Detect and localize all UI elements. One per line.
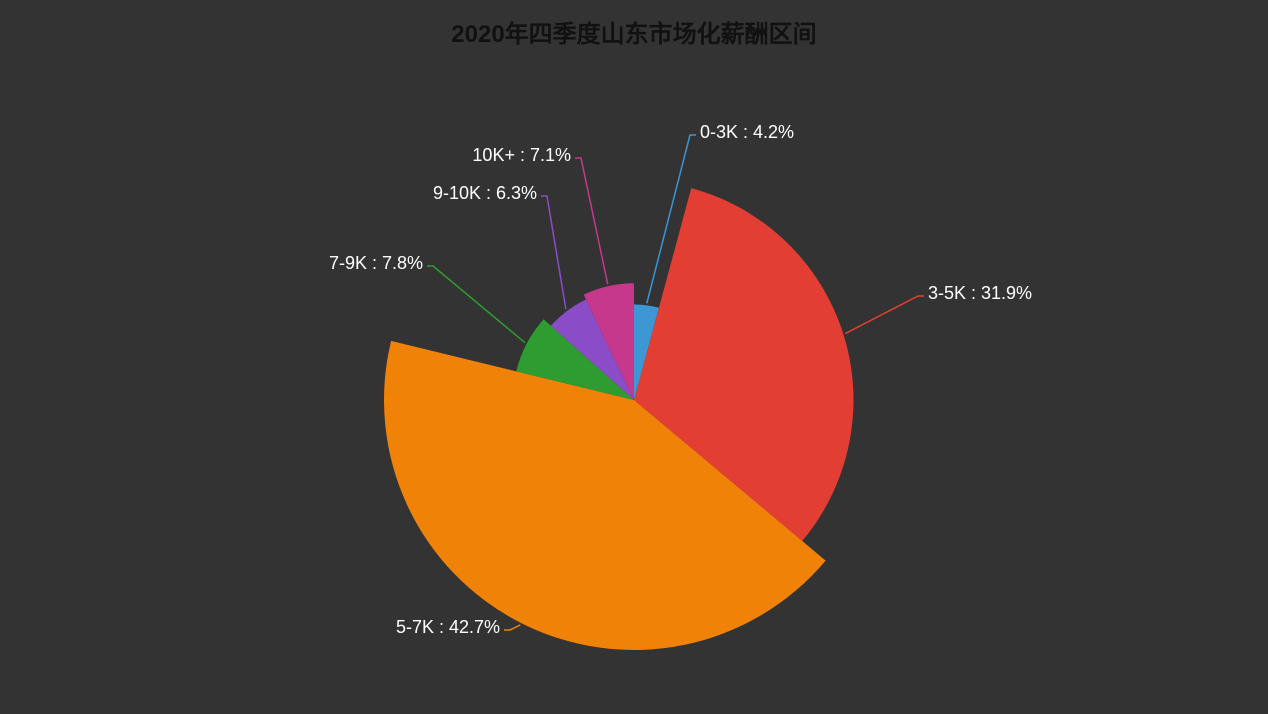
label-10K+: 10K+ : 7.1% bbox=[472, 145, 571, 166]
label-0-3K: 0-3K : 4.2% bbox=[700, 122, 794, 143]
label-5-7K: 5-7K : 42.7% bbox=[396, 617, 500, 638]
label-7-9K: 7-9K : 7.8% bbox=[329, 253, 423, 274]
leader-7-9K bbox=[427, 266, 525, 343]
label-9-10K: 9-10K : 6.3% bbox=[433, 183, 537, 204]
leader-5-7K bbox=[504, 625, 520, 630]
leader-10K+ bbox=[575, 158, 608, 284]
rose-pie-chart bbox=[0, 0, 1268, 714]
leader-9-10K bbox=[541, 196, 566, 309]
label-3-5K: 3-5K : 31.9% bbox=[928, 283, 1032, 304]
leader-3-5K bbox=[845, 296, 924, 334]
